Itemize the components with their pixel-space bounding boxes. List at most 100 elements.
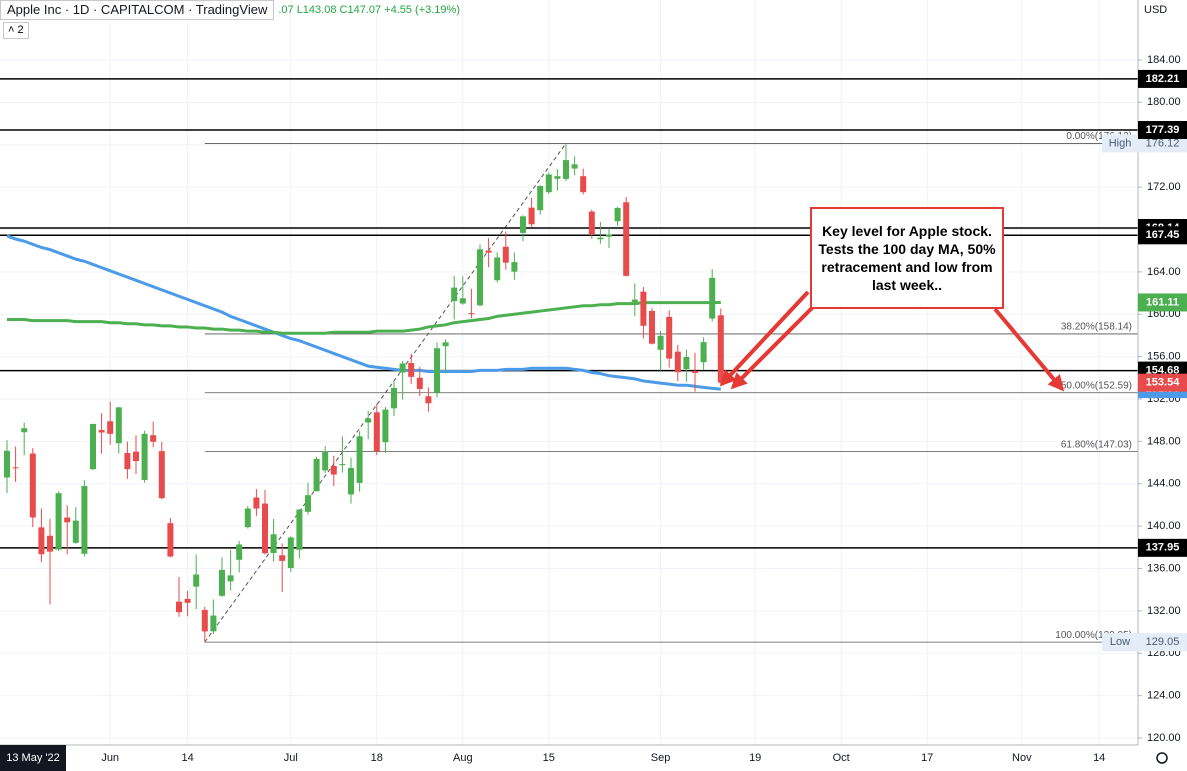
candle-body [597, 237, 604, 240]
candle-body [64, 517, 71, 523]
candle-body [408, 363, 415, 377]
price-label: 161.11 [1146, 296, 1179, 308]
candle-body [571, 164, 578, 169]
candle-body [382, 409, 389, 443]
candle-body [563, 160, 569, 179]
y-tick-label: 184.00 [1147, 54, 1181, 66]
y-tick-label: 120.00 [1147, 732, 1181, 744]
candle-body [219, 569, 225, 596]
symbol-line[interactable]: Apple Inc · 1D · CAPITALCOM · TradingVie… [0, 0, 275, 20]
candle-body [184, 598, 191, 603]
candle-body [227, 575, 234, 582]
candle-body [434, 348, 440, 393]
y-tick-label: 132.00 [1147, 605, 1181, 617]
price-label: 137.95 [1146, 542, 1180, 554]
moving-average [7, 300, 721, 335]
x-tick-label: 14 [181, 752, 193, 764]
candle-body [270, 534, 277, 554]
x-tick-label: 14 [1093, 752, 1105, 764]
candle-body [631, 299, 638, 303]
candle-body [502, 246, 509, 263]
price-label: 154.68 [1146, 364, 1180, 376]
time-axis [0, 745, 1187, 771]
x-tick-label: Sep [651, 752, 671, 764]
extreme-tag: High [1109, 137, 1132, 149]
candle-body [614, 207, 621, 222]
candle-body [554, 176, 561, 179]
header: Apple Inc · 1D · CAPITALCOM · TradingVie… [0, 0, 460, 20]
candle-body [459, 298, 466, 304]
fib-label: 38.20%(158.14) [1061, 322, 1132, 333]
candle-body [666, 316, 673, 359]
settings-icon[interactable] [1156, 752, 1168, 764]
x-tick-label: Jul [284, 752, 298, 764]
candle-body [262, 503, 268, 554]
candle-body [649, 310, 655, 344]
candle-body [12, 467, 19, 469]
candle-body [511, 262, 518, 272]
candle-body [640, 291, 647, 326]
candle-body [700, 342, 707, 363]
candle-body [545, 174, 552, 193]
candle-body [425, 396, 432, 404]
y-tick-label: 144.00 [1147, 478, 1181, 490]
price-label-box [1138, 120, 1187, 139]
indicator-count: 2 [17, 24, 24, 36]
candle-body [29, 453, 36, 518]
candle-body [313, 458, 320, 492]
price-label-box [1138, 373, 1187, 392]
candle-body [391, 387, 397, 409]
candle-body [330, 466, 337, 475]
fib-label: 61.80%(147.03) [1061, 439, 1132, 450]
crosshair-date-box [0, 745, 66, 771]
candle-body [253, 497, 260, 509]
extreme-tag: Low [1110, 636, 1130, 648]
x-tick-label: 18 [371, 752, 383, 764]
candle-body [81, 486, 88, 554]
candle-body [580, 176, 587, 193]
candle-body [115, 407, 122, 444]
candle-body [107, 421, 114, 434]
candle-body [38, 527, 45, 555]
candle-body [683, 357, 690, 370]
x-tick-label: 15 [543, 752, 555, 764]
candle-body [158, 451, 165, 499]
y-tick-label: 156.00 [1147, 351, 1181, 363]
candle-body [150, 435, 157, 442]
candle-body [442, 342, 449, 347]
extreme-tag-box [1102, 633, 1138, 652]
candle-body [674, 351, 681, 373]
candle-body [287, 537, 294, 569]
arrow [719, 290, 810, 387]
candle-body [133, 451, 139, 462]
price-label-box [1138, 538, 1187, 557]
candle-body [373, 412, 380, 452]
candle-body [485, 250, 492, 253]
candle-body [279, 555, 286, 561]
y-tick-label: 136.00 [1147, 562, 1181, 574]
candle-body [72, 520, 79, 543]
annotation: Key level for Apple stock. Tests the 100… [810, 207, 1004, 309]
fib-label: 0.00%(176.12) [1066, 131, 1132, 142]
candle-body [356, 436, 363, 483]
currency[interactable]: USD [1144, 4, 1167, 16]
y-tick-label: 180.00 [1147, 96, 1181, 108]
arrow [993, 307, 1065, 392]
price-label: 167.45 [1146, 229, 1180, 241]
price-label-box [1138, 633, 1187, 652]
y-tick-label: 140.00 [1147, 520, 1181, 532]
candle-body [623, 202, 630, 276]
candle-body [365, 418, 372, 423]
candle-body [528, 207, 535, 225]
x-tick-label: Oct [833, 752, 850, 764]
ohlc-readout: .07 L143.08 C147.07 +4.55 (+3.19%) [278, 4, 460, 16]
indicator-toggle[interactable]: ˄ 2 [3, 22, 29, 39]
candle-body [468, 313, 475, 315]
candle-body [21, 428, 28, 433]
price-label-box [1138, 69, 1187, 88]
x-tick-label: 13 May '22 [6, 752, 59, 764]
candle-body [141, 433, 148, 481]
